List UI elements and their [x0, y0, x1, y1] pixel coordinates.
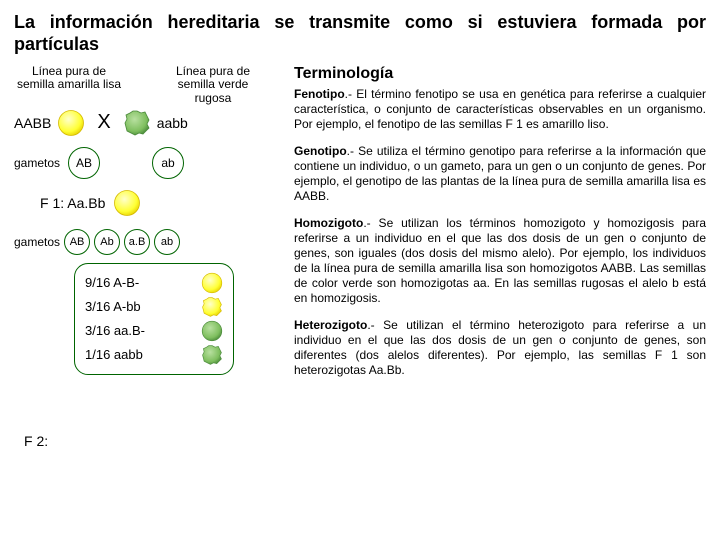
gamete-f2-1: Ab — [94, 229, 120, 255]
parent-b-genotype: aabb — [157, 115, 188, 131]
ratio-label: 1/16 aabb — [85, 347, 143, 362]
parental-gametes-row: gametos AB ab — [14, 147, 284, 179]
seed-yellow-smooth-icon — [113, 189, 141, 217]
f2-ratios-box: 9/16 A-B- 3/16 A-bb 3/16 aa.B- 1/16 aabb — [74, 263, 234, 375]
ratio-label: 3/16 A-bb — [85, 299, 141, 314]
gamete-f2-3: ab — [154, 229, 180, 255]
seed-green-wrinkled-icon — [123, 109, 151, 137]
seed-green-wrinkled-icon — [201, 344, 223, 366]
def-genotipo: Genotipo.- Se utiliza el término genotip… — [294, 144, 706, 204]
gamete-f2-2: a.B — [124, 229, 150, 255]
ratio-row: 1/16 aabb — [85, 344, 223, 366]
seed-yellow-wrinkled-icon — [201, 296, 223, 318]
f1-row: F 1: Aa.Bb — [40, 189, 284, 217]
parent-a-label: Línea pura de semilla amarilla lisa — [14, 65, 124, 105]
terminology-column: Terminología Fenotipo.- El término fenot… — [294, 65, 706, 390]
diagram-column: Línea pura de semilla amarilla lisa Líne… — [14, 65, 284, 390]
seed-yellow-smooth-icon — [201, 272, 223, 294]
f2-label: F 2: — [24, 433, 48, 449]
ratio-label: 9/16 A-B- — [85, 275, 139, 290]
def-heterozigoto: Heterozigoto.- Se utilizan el término he… — [294, 318, 706, 378]
ratio-label: 3/16 aa.B- — [85, 323, 145, 338]
f2-gametes-label: gametos — [14, 235, 60, 249]
gamete-ab-upper: AB — [68, 147, 100, 179]
content-area: Línea pura de semilla amarilla lisa Líne… — [14, 65, 706, 390]
page-title: La información hereditaria se transmite … — [14, 12, 706, 55]
gametes-label: gametos — [14, 156, 60, 170]
cross-symbol: X — [97, 111, 110, 134]
seed-green-smooth-icon — [201, 320, 223, 342]
gamete-ab-lower: ab — [152, 147, 184, 179]
def-homozigoto: Homozigoto.- Se utilizan los términos ho… — [294, 216, 706, 306]
seed-yellow-smooth-icon — [57, 109, 85, 137]
parent-b-label: Línea pura de semilla verde rugosa — [158, 65, 268, 105]
ratio-row: 3/16 aa.B- — [85, 320, 223, 342]
ratio-row: 3/16 A-bb — [85, 296, 223, 318]
parent-a-genotype: AABB — [14, 115, 51, 131]
def-fenotipo: Fenotipo.- El término fenotipo se usa en… — [294, 87, 706, 132]
f1-label: F 1: Aa.Bb — [40, 195, 105, 211]
terminology-title: Terminología — [294, 65, 706, 83]
f2-gametes-row: gametos AB Ab a.B ab — [14, 229, 284, 255]
ratio-row: 9/16 A-B- — [85, 272, 223, 294]
parent-labels: Línea pura de semilla amarilla lisa Líne… — [14, 65, 284, 105]
gamete-f2-0: AB — [64, 229, 90, 255]
parental-cross-row: AABB X aabb — [14, 109, 284, 137]
